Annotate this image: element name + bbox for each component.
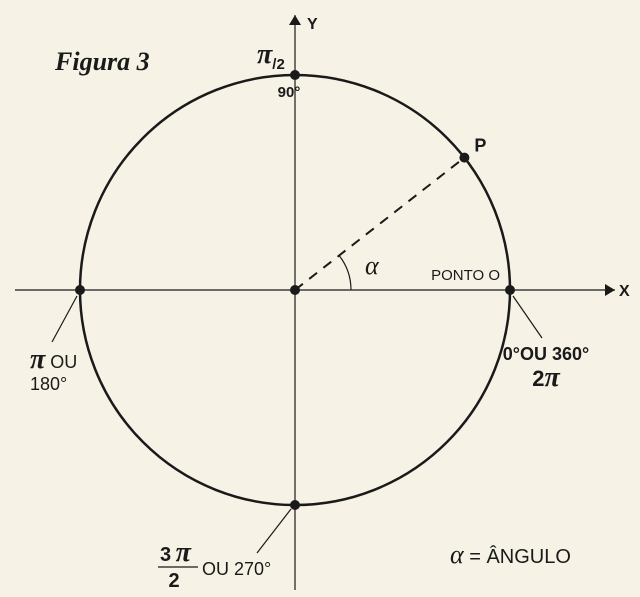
dot-0deg	[505, 285, 515, 295]
dot-p	[459, 153, 469, 163]
svg-text:2: 2	[168, 570, 179, 592]
angle-alpha-label: α	[365, 251, 380, 280]
y-axis-label: Y	[307, 16, 318, 33]
dot-90deg	[290, 70, 300, 80]
svg-text:180°: 180°	[30, 374, 67, 394]
ponto-o-label: PONTO O	[431, 267, 500, 284]
center-dot	[290, 285, 300, 295]
svg-text:OU 270°: OU 270°	[202, 559, 271, 579]
x-axis-label: X	[619, 283, 630, 300]
dot-270deg	[290, 500, 300, 510]
point-p-label: P	[474, 136, 486, 156]
figure-title: Figura 3	[54, 47, 150, 76]
svg-text:2π: 2π	[532, 362, 560, 393]
svg-text:0°OU 360°: 0°OU 360°	[503, 344, 589, 364]
svg-text:90°: 90°	[278, 84, 301, 101]
dot-180deg	[75, 285, 85, 295]
